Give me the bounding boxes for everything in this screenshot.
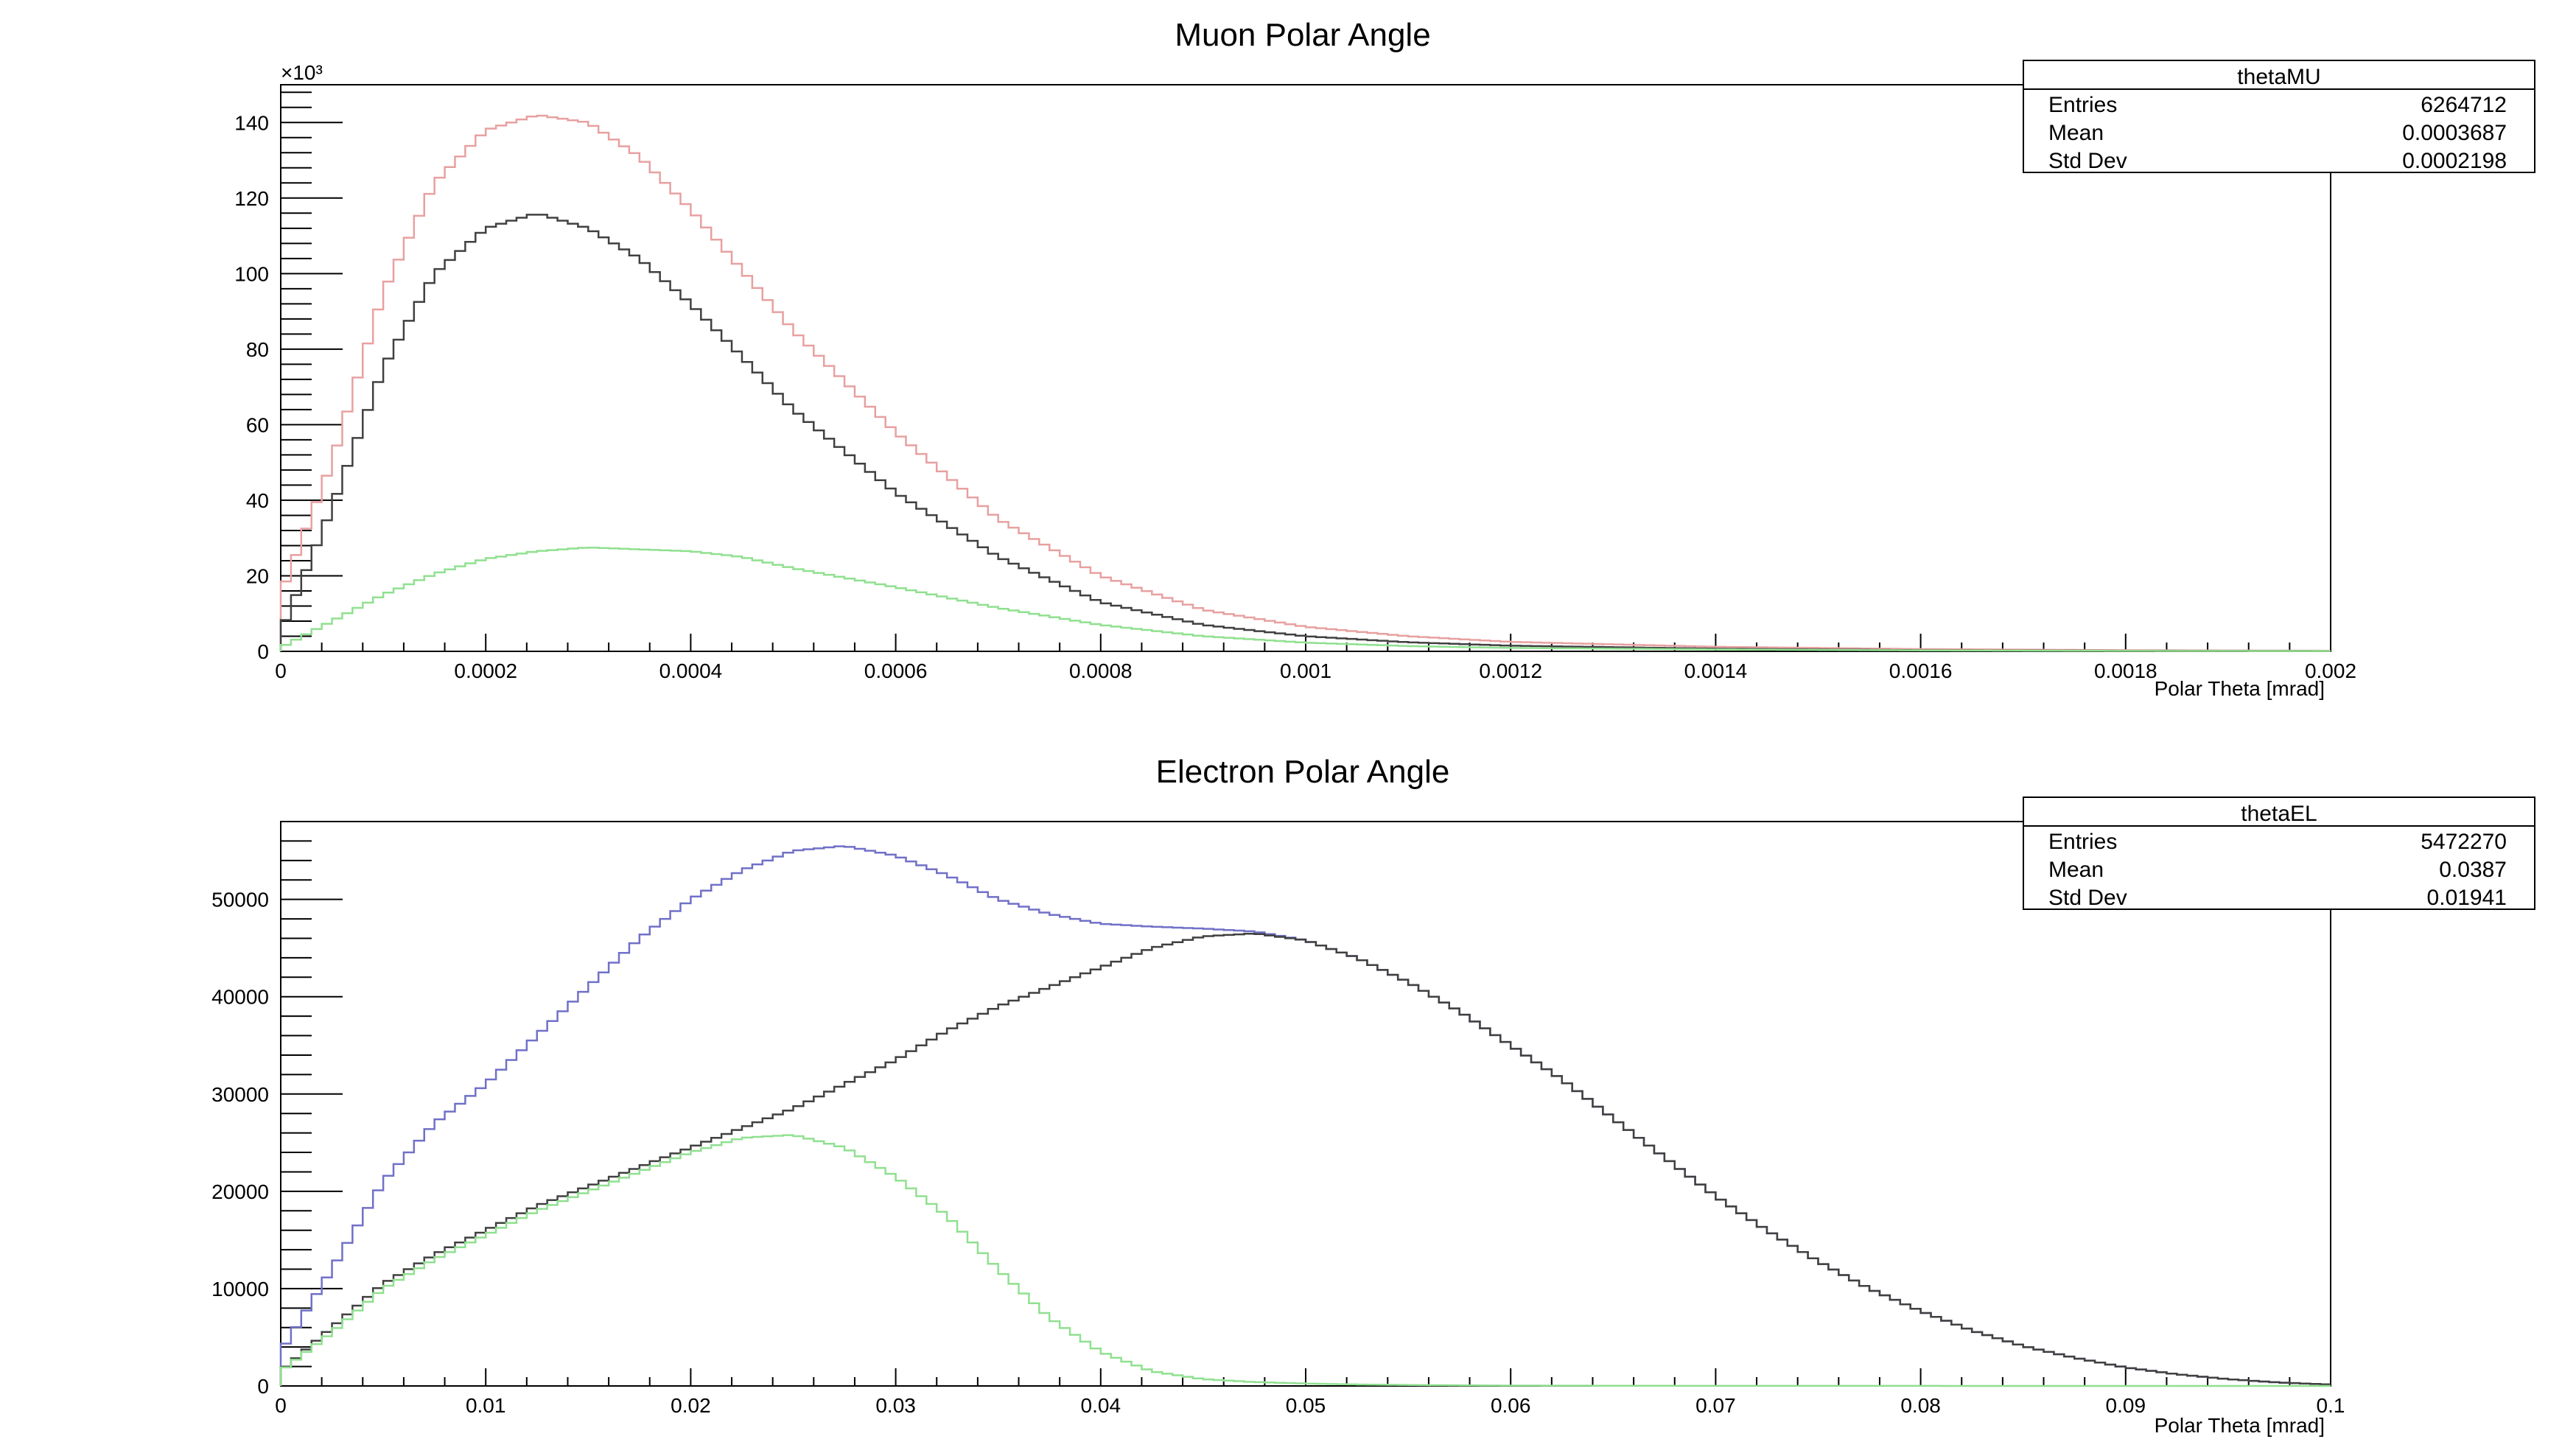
y-axis: 0 10000 20000 30000 40000 50000 (211, 821, 343, 1398)
x-tick-label: 0.03 (875, 1394, 916, 1417)
series-line-2 (279, 1134, 2331, 1387)
series-line-2 (279, 547, 2331, 652)
y-tick-label: 140 (234, 111, 269, 134)
y-axis: 0 20 40 60 80 100 120 140 (234, 91, 343, 663)
stats-label: Mean (2048, 858, 2104, 882)
y-tick-label: 0 (257, 640, 269, 663)
stats-value: 5472270 (2421, 830, 2507, 854)
stats-label: Std Dev (2048, 149, 2127, 173)
series-line-1 (279, 214, 2331, 652)
y-tick-label: 100 (234, 262, 269, 285)
y-tick-label: 20 (246, 564, 269, 587)
stats-value: 0.0002198 (2402, 149, 2507, 173)
y-tick-label: 50000 (211, 889, 269, 911)
x-axis: 0 0.01 0.02 0.03 0.04 0.05 0.06 0.07 0.08 0.09 0.1 (275, 1368, 2345, 1417)
y-tick-label: 30000 (211, 1083, 269, 1106)
x-tick-label: 0.02 (671, 1394, 711, 1417)
x-tick-label: 0.001 (1280, 659, 1331, 682)
series-line-0 (279, 845, 2331, 1386)
x-tick-label: 0.0014 (1684, 659, 1748, 682)
x-tick-label: 0.0006 (864, 659, 928, 682)
x-tick-label: 0 (275, 659, 287, 682)
y-tick-label: 40000 (211, 986, 269, 1009)
x-tick-label: 0.0018 (2094, 659, 2157, 682)
series-group (279, 114, 2331, 652)
y-tick-label: 0 (257, 1375, 269, 1398)
stats-box: thetaMU Entries 6264712 Mean 0.0003687 S… (2023, 60, 2535, 173)
x-tick-label: 0.05 (1286, 1394, 1326, 1417)
y-multiplier-label: ×10³ (281, 61, 323, 84)
muon-chart: Muon Polar Angle 0 20 40 60 80 100 120 140 0 0.0… (234, 17, 2535, 700)
x-tick-label: 0.06 (1491, 1394, 1531, 1417)
x-tick-label: 0.0008 (1069, 659, 1133, 682)
stats-label: Entries (2048, 93, 2117, 117)
x-tick-label: 0.0002 (454, 659, 517, 682)
x-tick-label: 0.0012 (1479, 659, 1542, 682)
y-tick-label: 10000 (211, 1278, 269, 1300)
y-tick-label: 120 (234, 187, 269, 210)
stats-label: Entries (2048, 830, 2117, 854)
x-axis-label: Polar Theta [mrad] (2155, 677, 2325, 700)
series-group (279, 845, 2331, 1387)
stats-label: Std Dev (2048, 886, 2127, 910)
stats-title: thetaEL (2241, 802, 2317, 826)
x-tick-label: 0.04 (1081, 1394, 1121, 1417)
series-line-1 (279, 933, 2331, 1386)
stats-title: thetaMU (2237, 65, 2320, 89)
x-tick-label: 0 (275, 1394, 287, 1417)
stats-value: 0.0003687 (2402, 121, 2507, 145)
stats-value: 0.0387 (2439, 858, 2507, 882)
x-tick-label: 0.1 (2317, 1394, 2345, 1417)
x-tick-label: 0.07 (1695, 1394, 1736, 1417)
x-tick-label: 0.01 (466, 1394, 506, 1417)
x-axis: 0 0.0002 0.0004 0.0006 0.0008 0.001 0.0012 0.00… (275, 634, 2356, 682)
chart-title: Electron Polar Angle (1156, 754, 1450, 790)
series-line-0 (279, 114, 2331, 652)
x-axis-label: Polar Theta [mrad] (2155, 1414, 2325, 1437)
y-tick-label: 80 (246, 338, 269, 361)
x-tick-label: 0.0004 (659, 659, 723, 682)
stats-value: 0.01941 (2427, 886, 2507, 910)
electron-chart: Electron Polar Angle 0 10000 20000 30000 400… (211, 754, 2535, 1437)
x-tick-label: 0.0016 (1889, 659, 1953, 682)
stats-box: thetaEL Entries 5472270 Mean 0.0387 Std … (2023, 796, 2535, 910)
y-tick-label: 20000 (211, 1180, 269, 1203)
y-tick-label: 60 (246, 413, 269, 436)
x-tick-label: 0.09 (2106, 1394, 2146, 1417)
x-tick-label: 0.08 (1900, 1394, 1941, 1417)
stats-value: 6264712 (2421, 93, 2507, 117)
stats-label: Mean (2048, 121, 2104, 145)
x-tick-label: 0.002 (2305, 659, 2356, 682)
chart-title: Muon Polar Angle (1175, 17, 1430, 53)
y-tick-label: 40 (246, 489, 269, 512)
